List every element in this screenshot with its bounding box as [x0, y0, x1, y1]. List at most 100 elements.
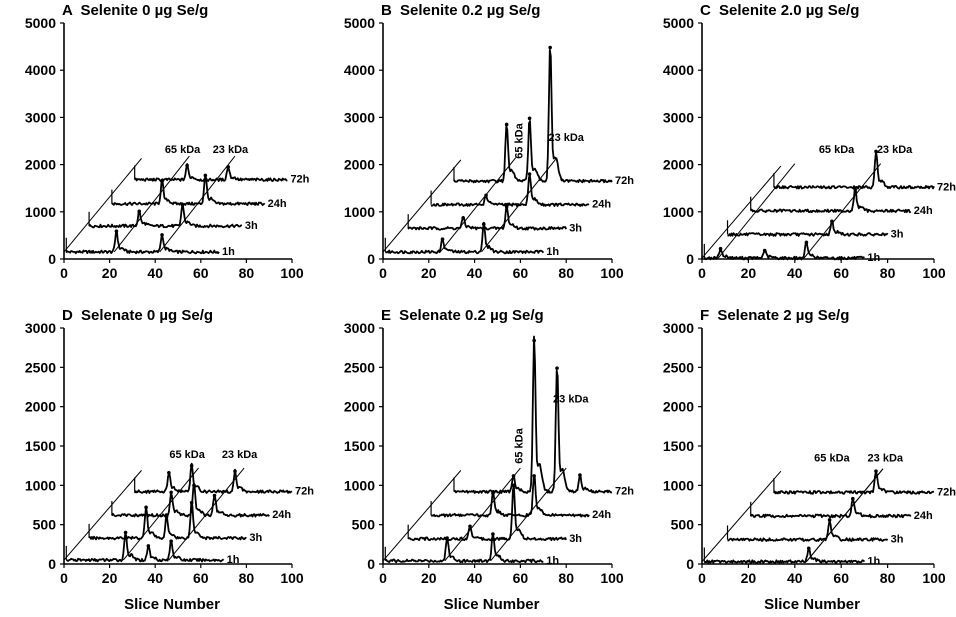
peak-marker	[527, 116, 532, 121]
peak-marker	[461, 216, 465, 220]
x-tick-label: 20	[102, 265, 118, 281]
y-tick-label: 5000	[344, 15, 375, 31]
perspective-guide-line	[382, 159, 462, 253]
x-tick-label: 20	[741, 265, 757, 281]
trace-24h	[750, 187, 912, 214]
mw-guide-line	[159, 155, 236, 253]
trace-3h	[727, 519, 889, 542]
mw-guide-line	[803, 163, 882, 259]
mw-annotation: 23 kDa	[868, 453, 904, 465]
mw-annotation: 65 kDa	[514, 122, 526, 158]
panel-title-B: B Selenite 0.2 µg Se/g	[381, 2, 540, 19]
x-tick-label: 80	[558, 570, 574, 586]
peak-marker	[804, 240, 809, 245]
mw-guide-line	[490, 467, 567, 562]
x-tick-label: 20	[421, 265, 437, 281]
y-tick-label: 1000	[344, 477, 375, 493]
series-label-3h: 3h	[569, 222, 582, 234]
y-tick-label: 5000	[25, 15, 56, 31]
trace-1h	[65, 230, 220, 255]
peak-marker	[167, 470, 171, 475]
peak-marker	[874, 469, 878, 473]
y-tick-label: 1500	[663, 438, 694, 454]
mw-guide-line	[168, 467, 245, 561]
mw-annotation: 65 kDa	[165, 144, 201, 156]
y-tick-label: 0	[48, 556, 56, 572]
x-tick-label: 100	[922, 265, 946, 281]
peak-marker	[532, 474, 536, 478]
trace-24h	[111, 484, 270, 518]
series-label-24h: 24h	[272, 509, 291, 521]
panel-title-text: Selenate 0.2 µg Se/g	[395, 307, 544, 324]
series-label-24h: 24h	[914, 510, 933, 522]
x-tick-label: 80	[880, 570, 896, 586]
panel-title-text: Selenate 0 µg Se/g	[77, 307, 213, 324]
trace-3h	[727, 219, 889, 237]
trace-72h	[773, 150, 935, 190]
y-tick-label: 1500	[25, 438, 56, 454]
peak-marker	[578, 473, 582, 477]
panel-letter: F	[700, 307, 709, 324]
y-tick-label: 2000	[663, 399, 694, 415]
mw-guide-line	[806, 468, 884, 562]
peak-marker	[144, 505, 148, 510]
x-tick-label: 20	[421, 570, 437, 586]
perspective-guide-line	[382, 470, 462, 562]
peak-marker	[468, 524, 472, 529]
trace-72h	[453, 49, 613, 184]
x-tick-label: 60	[513, 570, 529, 586]
peak-marker	[481, 222, 486, 226]
x-tick-label: 80	[558, 265, 574, 281]
peak-marker	[212, 493, 217, 498]
series-label-1h: 1h	[546, 246, 559, 258]
trace-1h	[66, 532, 225, 563]
series-label-24h: 24h	[592, 509, 611, 521]
peak-marker	[169, 490, 173, 495]
peak-marker	[851, 496, 855, 501]
peak-marker	[185, 163, 189, 168]
trace-24h	[111, 174, 266, 207]
series-label-72h: 72h	[290, 174, 309, 186]
x-tick-label: 80	[880, 265, 896, 281]
x-tick-label: 80	[239, 265, 255, 281]
peak-marker	[137, 209, 142, 214]
y-tick-label: 1000	[25, 204, 56, 220]
x-tick-label: 0	[60, 570, 68, 586]
x-tick-label: 60	[513, 265, 529, 281]
x-tick-label: 60	[193, 570, 209, 586]
series-label-1h: 1h	[546, 555, 559, 567]
x-tick-label: 60	[833, 570, 849, 586]
peak-marker	[189, 463, 194, 468]
panel-title-text: Selenite 2.0 µg Se/g	[715, 2, 860, 19]
peak-marker	[853, 187, 857, 191]
peak-marker	[718, 246, 723, 251]
panel-letter: E	[381, 307, 391, 324]
x-tick-label: 40	[147, 570, 163, 586]
perspective-guide-line	[701, 165, 782, 259]
mw-annotation: 23 kDa	[213, 144, 249, 156]
x-tick-label: 40	[787, 570, 803, 586]
mw-annotation: 23 kDa	[222, 449, 258, 461]
perspective-guide-line	[701, 470, 782, 562]
peak-marker	[548, 45, 552, 50]
mw-annotation: 65 kDa	[514, 427, 526, 463]
y-tick-label: 500	[352, 517, 376, 533]
panel-title-A: A Selenite 0 µg Se/g	[62, 2, 208, 19]
x-tick-label: 60	[833, 265, 849, 281]
y-tick-label: 2000	[344, 157, 375, 173]
y-tick-label: 3000	[663, 109, 694, 125]
x-tick-label: 100	[600, 570, 624, 586]
series-label-3h: 3h	[891, 228, 904, 240]
peak-marker	[555, 366, 559, 370]
mw-annotation: 65 kDa	[819, 144, 855, 156]
trace-1h	[703, 547, 866, 564]
peak-marker	[169, 539, 173, 543]
peak-marker	[874, 149, 878, 154]
series-label-72h: 72h	[615, 486, 634, 498]
y-tick-label: 0	[367, 556, 375, 572]
y-tick-label: 3000	[25, 109, 56, 125]
mw-annotation: 23 kDa	[548, 132, 584, 144]
x-tick-label: 0	[60, 265, 68, 281]
peak-marker	[233, 469, 237, 473]
perspective-guide-line	[63, 470, 142, 561]
